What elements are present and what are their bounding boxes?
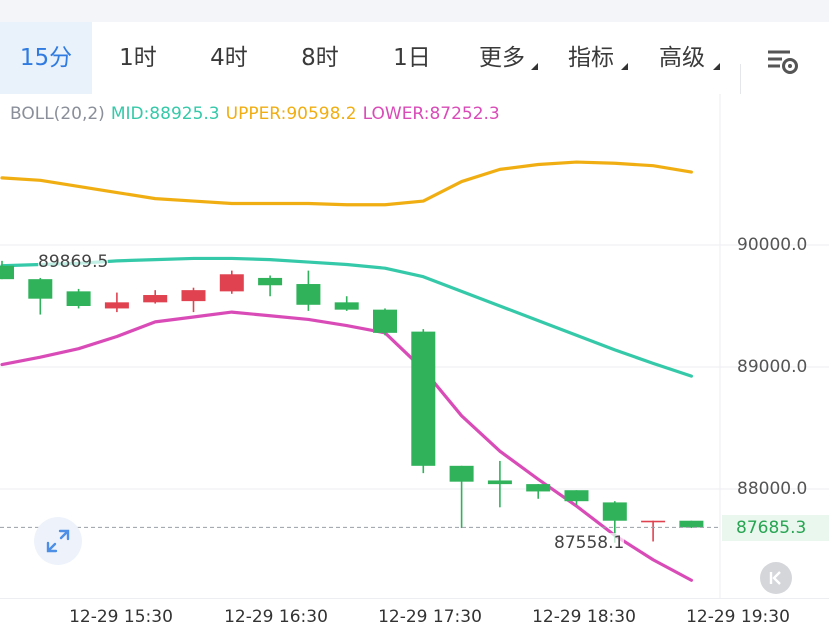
jump-to-latest-button[interactable]: [760, 562, 792, 594]
candle-body: [219, 274, 244, 292]
candlestick-chart[interactable]: [0, 94, 829, 598]
candle-body: [641, 520, 666, 523]
candle-body: [373, 309, 397, 333]
candle-body: [449, 465, 474, 482]
candle-body: [258, 277, 283, 286]
boll-legend: BOLL(20,2) MID:88925.3 UPPER:90598.2 LOWER:…: [10, 104, 506, 124]
candle-body: [28, 279, 53, 299]
dropdown-triangle-icon: [621, 63, 628, 70]
boll-mid: MID:88925.3: [110, 104, 220, 124]
boll-upper-line: [0, 160, 694, 207]
candle-body: [0, 265, 14, 280]
time-axis: 12-29 15:30 12-29 16:30 12-29 17:30 12-2…: [0, 598, 829, 637]
x-tick-label: 12-29 17:30: [378, 607, 482, 627]
tab-15m[interactable]: 15分: [0, 22, 92, 94]
candle-body: [679, 520, 704, 528]
tab-indicators[interactable]: 指标: [546, 22, 636, 94]
expand-icon: [46, 529, 70, 553]
last-price-tag: 87685.3: [722, 515, 829, 541]
candle-body: [564, 490, 589, 502]
boll-lower: LOWER:87252.3: [362, 104, 500, 124]
candle-body: [104, 302, 129, 309]
tab-advanced[interactable]: 高级: [636, 22, 728, 94]
candle-body: [143, 295, 168, 303]
back-to-latest-icon: [769, 571, 781, 585]
y-tick-label: 90000.0: [737, 235, 808, 255]
boll-name: BOLL(20,2): [10, 104, 105, 124]
candle-body: [526, 484, 551, 492]
top-strip: [0, 0, 829, 22]
candle-body: [411, 331, 436, 466]
boll-mid-line: [0, 256, 694, 378]
x-tick-label: 12-29 19:30: [686, 607, 790, 627]
candle-body: [602, 502, 627, 521]
dropdown-triangle-icon: [713, 63, 720, 70]
low-price-marker: 87558.1: [554, 533, 625, 553]
dropdown-triangle-icon: [531, 63, 538, 70]
y-tick-label: 89000.0: [737, 357, 808, 377]
x-tick-label: 12-29 15:30: [69, 607, 173, 627]
timeframe-tabs: 15分 1时 4时 8时 1日 更多 指标 高级: [0, 22, 829, 94]
candle-body: [334, 302, 359, 310]
tab-divider: [740, 64, 741, 94]
candle-body: [487, 480, 512, 485]
candle-body: [296, 284, 321, 305]
high-price-marker: 89869.5: [38, 252, 109, 272]
boll-lower-line: [0, 310, 694, 582]
y-tick-label: 88000.0: [737, 479, 808, 499]
tab-4h[interactable]: 4时: [210, 45, 248, 71]
tab-1h[interactable]: 1时: [119, 45, 157, 71]
tab-1d[interactable]: 1日: [393, 45, 431, 71]
x-tick-label: 12-29 16:30: [224, 607, 328, 627]
candle-body: [66, 291, 91, 306]
tab-8h[interactable]: 8时: [301, 45, 339, 71]
chart-settings-icon[interactable]: [760, 40, 804, 80]
boll-upper: UPPER:90598.2: [225, 104, 357, 124]
x-tick-label: 12-29 18:30: [532, 607, 636, 627]
expand-button[interactable]: [34, 517, 82, 565]
tab-more[interactable]: 更多: [458, 22, 546, 94]
candle-body: [181, 290, 206, 302]
